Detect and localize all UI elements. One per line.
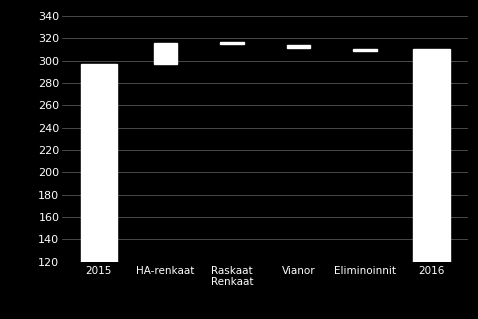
Bar — [413, 49, 450, 262]
Bar — [353, 49, 377, 50]
Bar — [81, 64, 117, 262]
Bar — [220, 42, 244, 44]
Bar — [287, 45, 310, 48]
Bar — [154, 43, 177, 64]
